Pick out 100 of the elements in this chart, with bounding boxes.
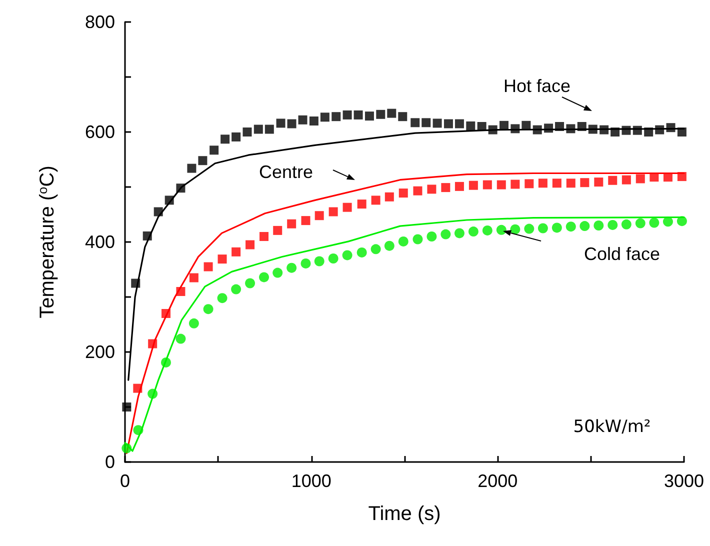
point bbox=[328, 207, 338, 216]
point bbox=[398, 112, 408, 122]
point bbox=[524, 224, 534, 234]
annotation: Centre bbox=[258, 162, 314, 182]
y-tick-label: 600 bbox=[84, 122, 115, 142]
point bbox=[666, 123, 676, 132]
point bbox=[552, 178, 562, 188]
point bbox=[552, 222, 562, 233]
point bbox=[245, 278, 256, 288]
point bbox=[148, 339, 158, 348]
point bbox=[314, 256, 324, 266]
point bbox=[364, 112, 374, 121]
point bbox=[566, 222, 576, 232]
point bbox=[272, 268, 283, 278]
point bbox=[187, 164, 196, 173]
point bbox=[188, 318, 199, 328]
point bbox=[176, 184, 186, 193]
point bbox=[610, 128, 620, 136]
point bbox=[342, 110, 352, 120]
x-axis-title: Time (s) bbox=[368, 503, 441, 525]
point bbox=[286, 262, 297, 273]
y-tick-label: 200 bbox=[84, 342, 115, 362]
point bbox=[608, 176, 618, 185]
point bbox=[555, 122, 564, 131]
point bbox=[427, 184, 436, 194]
point bbox=[662, 216, 673, 227]
point bbox=[566, 124, 576, 134]
point bbox=[309, 116, 318, 126]
point bbox=[644, 128, 654, 136]
annotation: Cold face bbox=[584, 244, 660, 264]
point bbox=[370, 244, 381, 254]
point bbox=[342, 250, 352, 260]
point bbox=[466, 121, 476, 130]
point bbox=[677, 128, 686, 136]
point bbox=[454, 119, 464, 128]
point bbox=[482, 180, 492, 190]
x-tick-label: 0 bbox=[120, 471, 130, 491]
point bbox=[524, 179, 534, 188]
point bbox=[131, 278, 140, 288]
point bbox=[398, 236, 408, 246]
point bbox=[332, 112, 341, 122]
point bbox=[398, 188, 408, 198]
point bbox=[580, 221, 590, 232]
point bbox=[432, 118, 442, 128]
point bbox=[441, 183, 450, 192]
y-axis-title: Temperature (oC) bbox=[35, 166, 58, 318]
point bbox=[566, 178, 576, 188]
point bbox=[357, 200, 366, 209]
annotation: Hot face bbox=[503, 76, 571, 96]
point bbox=[468, 226, 478, 237]
point bbox=[218, 254, 227, 264]
point bbox=[301, 216, 310, 226]
point bbox=[422, 118, 431, 128]
point bbox=[204, 262, 213, 272]
point bbox=[635, 218, 646, 228]
point bbox=[482, 225, 492, 236]
point bbox=[468, 180, 478, 190]
point bbox=[677, 172, 686, 182]
point bbox=[621, 219, 632, 230]
y-tick-label: 0 bbox=[104, 452, 115, 472]
point bbox=[217, 293, 228, 304]
point bbox=[356, 247, 367, 258]
point bbox=[161, 357, 171, 368]
point bbox=[477, 122, 486, 131]
point bbox=[454, 228, 464, 238]
point bbox=[122, 402, 132, 412]
annotation: 50kW/m² bbox=[573, 417, 651, 437]
point bbox=[354, 110, 363, 120]
point bbox=[444, 119, 453, 128]
point bbox=[594, 220, 604, 230]
point bbox=[287, 119, 296, 128]
point bbox=[510, 224, 520, 234]
point bbox=[314, 211, 324, 220]
point bbox=[298, 115, 308, 124]
point bbox=[496, 180, 506, 190]
point bbox=[122, 443, 132, 454]
point bbox=[636, 174, 645, 184]
point bbox=[371, 196, 380, 205]
point bbox=[231, 284, 242, 294]
point bbox=[133, 425, 144, 436]
point bbox=[260, 232, 269, 241]
point bbox=[154, 207, 163, 216]
point bbox=[510, 124, 520, 134]
point bbox=[538, 178, 548, 188]
y-tick-label: 800 bbox=[84, 12, 115, 32]
point bbox=[198, 156, 208, 166]
point bbox=[246, 240, 255, 250]
point bbox=[622, 175, 631, 184]
point bbox=[577, 122, 586, 131]
point bbox=[287, 219, 296, 228]
point bbox=[632, 126, 642, 135]
point bbox=[500, 120, 508, 130]
point bbox=[426, 232, 437, 242]
point bbox=[259, 272, 270, 282]
point bbox=[320, 112, 330, 122]
point bbox=[232, 132, 241, 142]
point bbox=[510, 180, 520, 189]
point bbox=[488, 125, 498, 134]
point bbox=[376, 110, 386, 119]
point bbox=[276, 118, 286, 128]
